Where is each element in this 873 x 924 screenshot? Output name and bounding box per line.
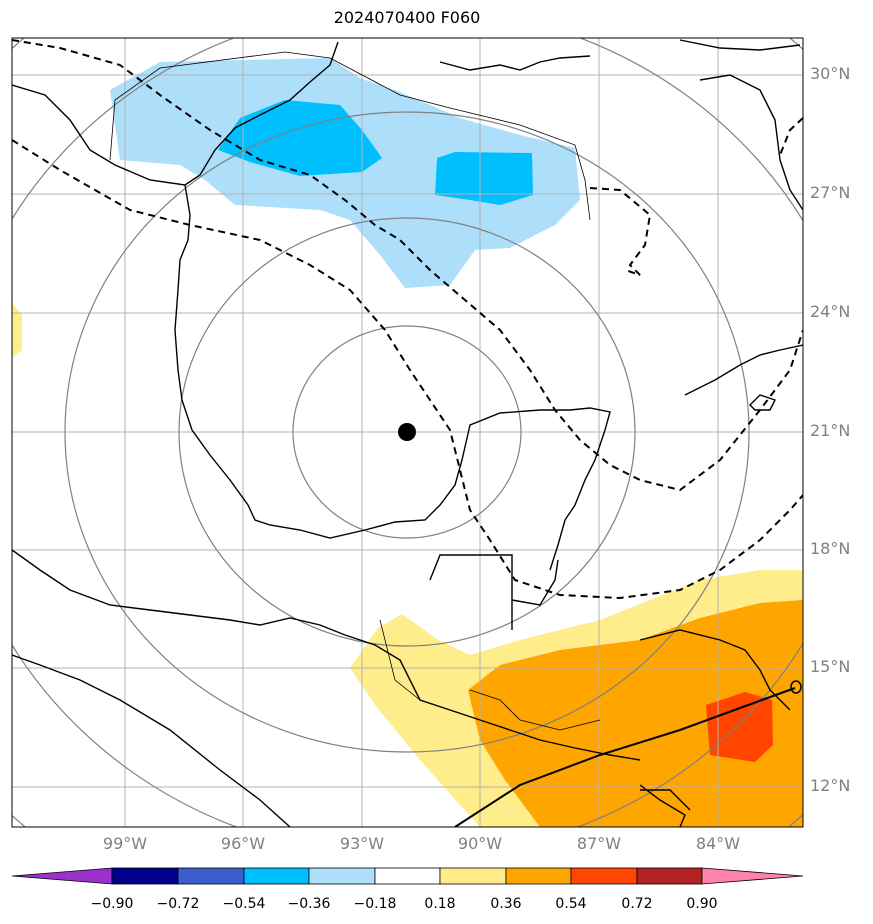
blue-anomaly-east: [435, 152, 533, 205]
colorbar-min-extension: [11, 867, 113, 885]
colorbar-swatch: [243, 867, 310, 885]
orange-anomaly: [468, 600, 803, 827]
colorbar-swatch: [570, 867, 638, 885]
colorbar-tick-label: 0.72: [621, 896, 653, 912]
colorbar-tick-label: −0.36: [287, 896, 331, 912]
coastlines: [12, 39, 803, 827]
lon-label: 87°W: [576, 834, 622, 853]
colorbar-swatch: [505, 867, 572, 885]
gridlines: [12, 38, 803, 827]
colorbar-tick-label: −0.90: [90, 896, 134, 912]
colorbar-tick-label: −0.18: [353, 896, 397, 912]
colorbar-max-extension: [701, 867, 804, 885]
map-frame: [11, 37, 804, 828]
colorbar-tick-label: 0.18: [424, 896, 456, 912]
dashed-contours: [12, 39, 803, 600]
borders: [109, 51, 601, 731]
lon-label: 90°W: [457, 834, 503, 853]
lat-label: 21°N: [810, 421, 851, 440]
colorbar: [11, 867, 804, 885]
colorbar-swatch: [636, 867, 703, 885]
colorbar-swatch: [111, 867, 179, 885]
colorbar-tick-label: −0.54: [222, 896, 266, 912]
lat-label: 12°N: [810, 776, 851, 795]
lat-label: 27°N: [810, 183, 851, 202]
red-anomaly: [706, 692, 773, 762]
lat-label: 15°N: [810, 657, 851, 676]
lon-label: 99°W: [102, 834, 148, 853]
blue-anomaly-west: [218, 100, 382, 176]
lon-label: 96°W: [220, 834, 266, 853]
track-line: [454, 687, 796, 827]
lat-label: 30°N: [810, 64, 851, 83]
colorbar-tick-label: 0.36: [490, 896, 522, 912]
center-marker: [398, 423, 416, 441]
yellow-anomaly-west-edge: [12, 303, 22, 358]
lon-label: 93°W: [339, 834, 385, 853]
lon-label: 84°W: [695, 834, 741, 853]
lat-label: 18°N: [810, 539, 851, 558]
colorbar-tick-label: −0.72: [156, 896, 200, 912]
map-title: 2024070400 F060: [333, 8, 481, 27]
colorbar-swatch: [439, 867, 507, 885]
colorbar-swatch: [177, 867, 245, 885]
colorbar-swatch: [374, 867, 441, 885]
lat-label: 24°N: [810, 302, 851, 321]
colorbar-tick-label: 0.90: [686, 896, 718, 912]
colorbar-swatch: [308, 867, 376, 885]
colorbar-tick-label: 0.54: [555, 896, 587, 912]
